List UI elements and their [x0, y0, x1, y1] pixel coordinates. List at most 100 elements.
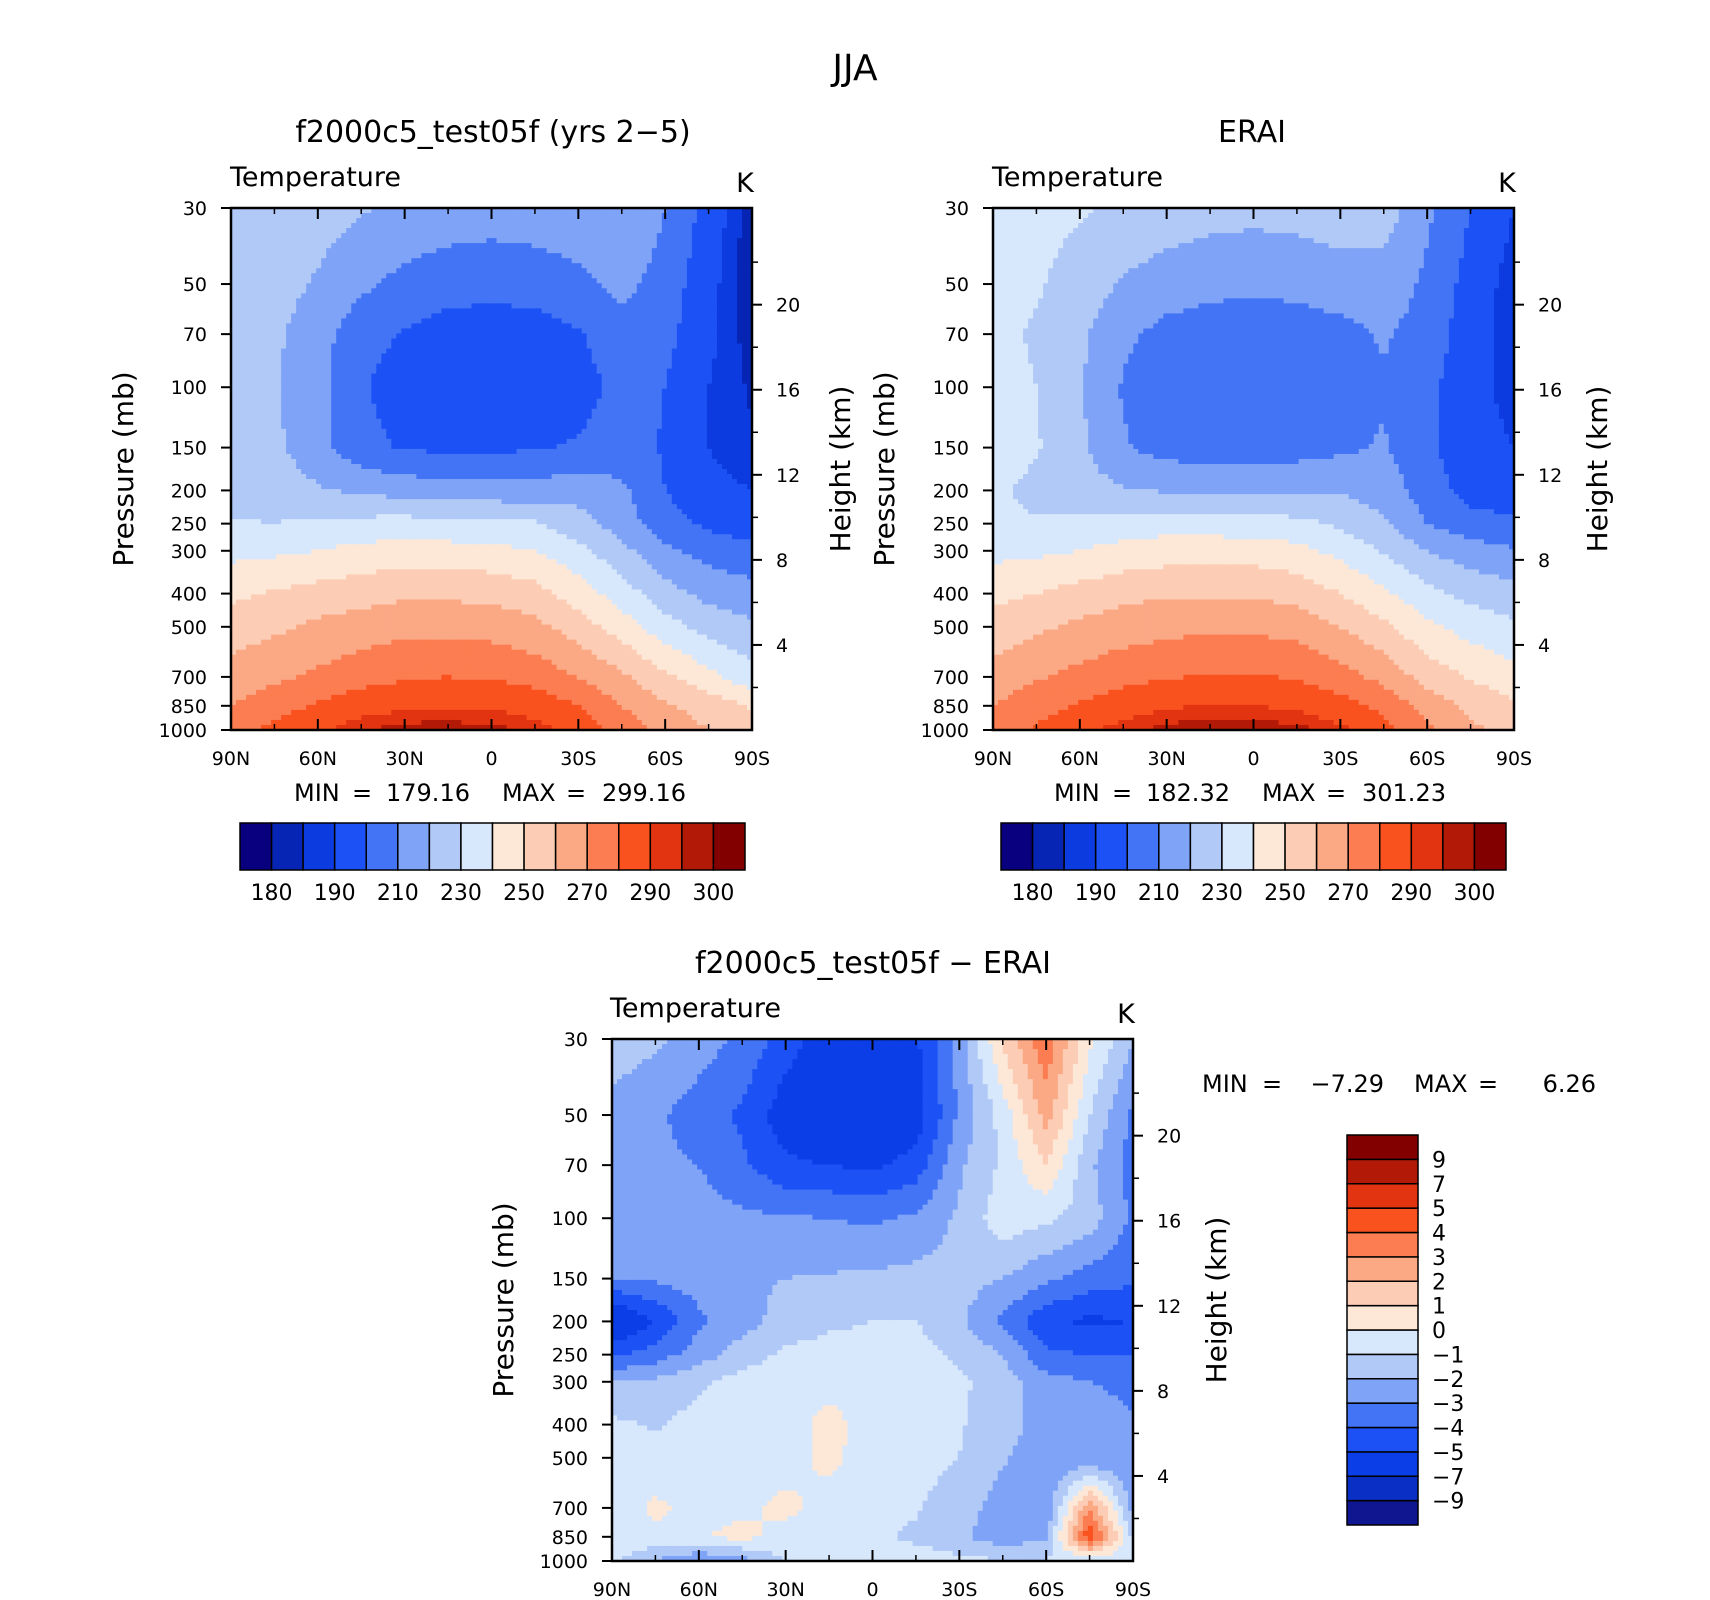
- contour-cell: [441, 213, 447, 219]
- contour-cell: [712, 389, 718, 395]
- contour-cell: [476, 278, 482, 284]
- contour-cell: [241, 318, 247, 324]
- contour-cell: [411, 258, 417, 264]
- contour-cell: [431, 308, 437, 314]
- contour-cell: [281, 379, 287, 385]
- contour-cell: [266, 339, 272, 345]
- contour-cell: [301, 344, 307, 350]
- contour-cell: [592, 364, 598, 370]
- contour-cell: [527, 283, 533, 289]
- contour-cell: [271, 328, 277, 334]
- contour-cell: [507, 399, 513, 405]
- contour-cell: [722, 323, 728, 329]
- contour-cell: [486, 369, 492, 375]
- contour-cell: [236, 364, 242, 370]
- contour-cell: [346, 238, 352, 244]
- contour-cell: [456, 233, 462, 239]
- contour-cell: [597, 268, 603, 274]
- contour-cell: [657, 328, 663, 334]
- contour-cell: [622, 283, 628, 289]
- contour-cell: [451, 223, 457, 229]
- contour-cell: [276, 328, 282, 334]
- contour-cell: [712, 379, 718, 385]
- contour-cell: [316, 323, 322, 329]
- contour-cell: [361, 404, 367, 410]
- contour-cell: [497, 359, 503, 365]
- contour-cell: [547, 273, 553, 279]
- contour-cell: [602, 354, 608, 360]
- contour-cell: [286, 328, 292, 334]
- contour-cell: [306, 228, 312, 234]
- contour-cell: [712, 349, 718, 355]
- contour-cell: [742, 223, 748, 229]
- contour-cell: [592, 248, 598, 254]
- contour-cell: [426, 218, 432, 224]
- contour-cell: [572, 318, 578, 324]
- contour-cell: [542, 318, 548, 324]
- contour-cell: [667, 399, 673, 405]
- contour-cell: [276, 404, 282, 410]
- contour-cell: [632, 399, 638, 405]
- contour-cell: [476, 354, 482, 360]
- contour-cell: [406, 349, 412, 355]
- contour-cell: [727, 298, 733, 304]
- contour-cell: [717, 243, 723, 249]
- contour-cell: [276, 339, 282, 345]
- contour-cell: [512, 268, 518, 274]
- contour-cell: [266, 404, 272, 410]
- contour-cell: [246, 359, 252, 365]
- contour-cell: [692, 278, 698, 284]
- contour-cell: [637, 303, 643, 309]
- contour-cell: [401, 248, 407, 254]
- contour-cell: [622, 298, 628, 304]
- contour-cell: [617, 364, 623, 370]
- contour-cell: [306, 233, 312, 239]
- contour-cell: [492, 354, 498, 360]
- contour-cell: [572, 278, 578, 284]
- contour-cell: [296, 318, 302, 324]
- contour-cell: [552, 258, 558, 264]
- contour-cell: [682, 328, 688, 334]
- contour-cell: [717, 374, 723, 380]
- contour-cell: [376, 238, 382, 244]
- contour-cell: [722, 354, 728, 360]
- contour-cell: [567, 389, 573, 395]
- contour-cell: [466, 349, 472, 355]
- contour-cell: [411, 213, 417, 219]
- contour-cell: [381, 379, 387, 385]
- contour-cell: [557, 399, 563, 405]
- contour-cell: [632, 283, 638, 289]
- contour-cell: [557, 258, 563, 264]
- contour-cell: [476, 339, 482, 345]
- contour-cell: [732, 308, 738, 314]
- contour-cell: [712, 298, 718, 304]
- contour-cell: [481, 339, 487, 345]
- contour-cell: [587, 359, 593, 365]
- contour-cell: [722, 283, 728, 289]
- contour-cell: [507, 374, 513, 380]
- contour-cell: [687, 298, 693, 304]
- contour-cell: [336, 399, 342, 405]
- contour-cell: [286, 308, 292, 314]
- contour-cell: [366, 404, 372, 410]
- contour-cell: [401, 298, 407, 304]
- contour-cell: [552, 233, 558, 239]
- contour-cell: [421, 248, 427, 254]
- contour-cell: [291, 263, 297, 269]
- contour-cell: [356, 313, 362, 319]
- contour-cell: [652, 288, 658, 294]
- contour-cell: [687, 323, 693, 329]
- contour-cell: [677, 268, 683, 274]
- contour-cell: [426, 333, 432, 339]
- contour-cell: [421, 213, 427, 219]
- contour-cell: [577, 263, 583, 269]
- contour-cell: [547, 288, 553, 294]
- contour-cell: [311, 318, 317, 324]
- contour-cell: [607, 394, 613, 400]
- contour-cell: [722, 389, 728, 395]
- contour-cell: [547, 379, 553, 385]
- contour-cell: [336, 213, 342, 219]
- contour-cell: [456, 283, 462, 289]
- contour-cell: [492, 339, 498, 345]
- contour-cell: [662, 313, 668, 319]
